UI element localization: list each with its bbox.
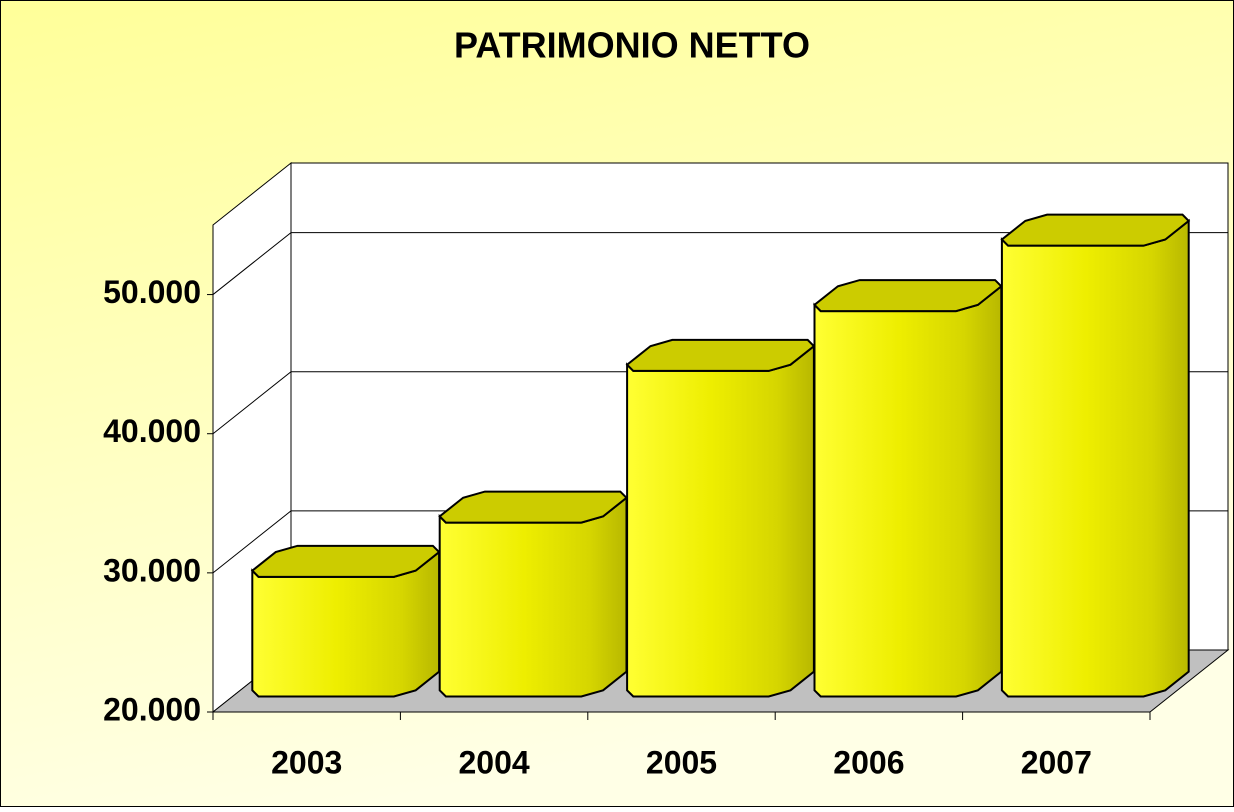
y-tick-label: 40.000 xyxy=(103,413,201,449)
bar-top xyxy=(438,490,628,524)
x-tick-label: 2006 xyxy=(833,744,904,780)
x-tick-label: 2005 xyxy=(646,744,717,780)
bar-body xyxy=(626,344,815,698)
bar-top xyxy=(250,544,441,578)
grid-line xyxy=(212,232,1228,295)
x-tick-label: 2004 xyxy=(459,744,530,780)
x-tick-label: 2003 xyxy=(271,744,342,780)
y-tick-label: 50.000 xyxy=(103,274,201,310)
bar-top xyxy=(625,338,816,372)
bar-body xyxy=(1000,218,1190,698)
bar-body xyxy=(813,284,1003,698)
bar-top xyxy=(1000,213,1191,247)
y-tick-label: 30.000 xyxy=(103,552,201,588)
chart-title: PATRIMONIO NETTO xyxy=(454,25,810,66)
bar-top xyxy=(813,279,1003,313)
bar-body xyxy=(438,495,628,698)
x-tick-label: 2007 xyxy=(1021,744,1092,780)
y-tick-label: 20.000 xyxy=(103,691,201,727)
